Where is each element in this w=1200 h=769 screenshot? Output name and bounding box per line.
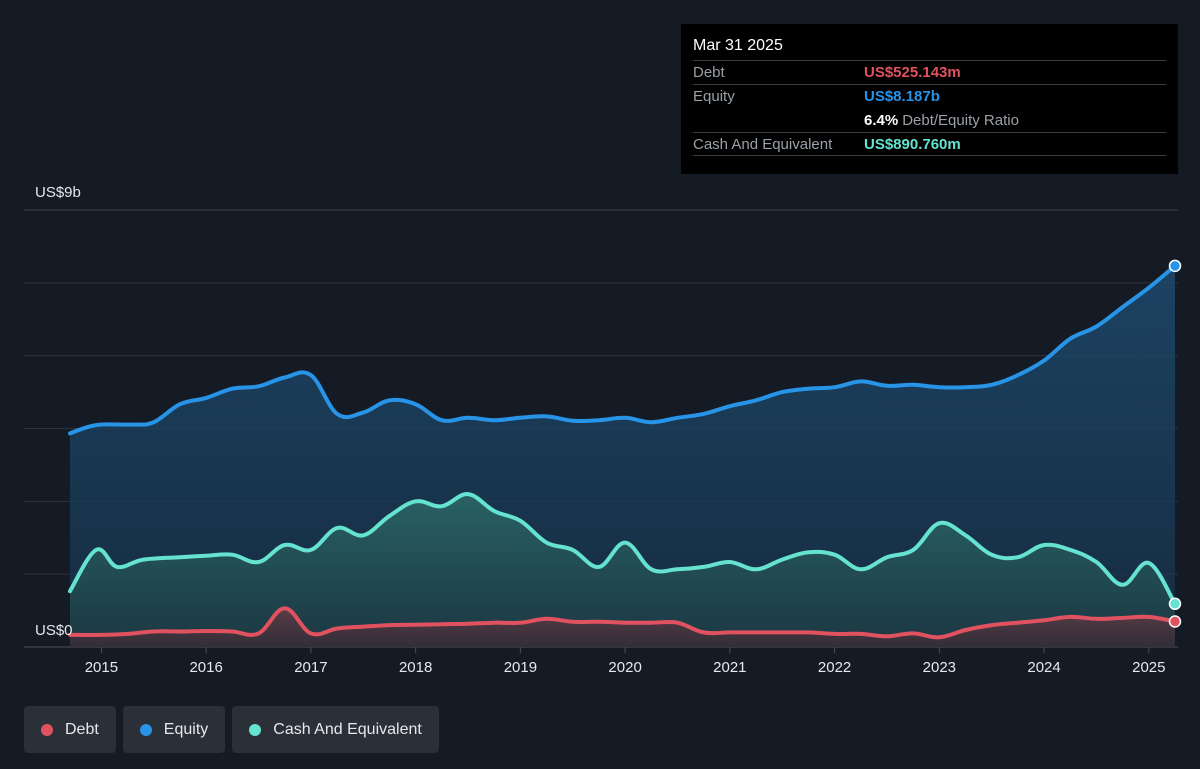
legend-cash-label: Cash And Equivalent — [273, 720, 422, 738]
x-tick-label: 2020 — [608, 659, 641, 676]
tooltip-equity-row: Equity US$8.187b — [693, 84, 1166, 108]
x-tick-label: 2015 — [85, 659, 118, 676]
debt-area — [70, 608, 1175, 647]
x-tick-label: 2022 — [818, 659, 851, 676]
equity-line — [68, 263, 1177, 436]
tooltip-ratio-row: 6.4% Debt/Equity Ratio — [693, 108, 1166, 132]
legend-equity-label: Equity — [163, 720, 209, 738]
cash-area — [70, 494, 1175, 647]
cash-end-marker — [1168, 597, 1182, 611]
legend-item-cash[interactable]: Cash And Equivalent — [232, 706, 439, 753]
tooltip-debt-row: Debt US$525.143m — [693, 60, 1166, 84]
x-tick-label: 2018 — [399, 659, 432, 676]
legend-debt-label: Debt — [65, 720, 99, 738]
debt-dot-icon — [41, 723, 53, 736]
tooltip-ratio-value: 6.4% — [864, 111, 899, 129]
tooltip-equity-value: US$8.187b — [864, 88, 940, 105]
tooltip-cash-value: US$890.760m — [864, 135, 961, 153]
equity-dot-icon — [139, 723, 152, 736]
x-axis-ticks: 2015 2016 2017 2018 2019 2020 2021 2022 2023 2024… — [85, 647, 1166, 676]
x-tick-label: 2017 — [294, 659, 327, 676]
cash-line — [68, 492, 1177, 606]
chart-end-markers — [1168, 259, 1182, 628]
tooltip-panel: Mar 31 2025 Debt US$525.143m Equity US$8… — [681, 24, 1178, 174]
tooltip-debt-value: US$525.143m — [864, 64, 961, 81]
chart-lines — [68, 263, 1177, 640]
x-tick-label: 2025 — [1132, 659, 1165, 676]
debt-end-marker — [1168, 615, 1182, 628]
tooltip-debt-label: Debt — [693, 64, 725, 81]
tooltip-ratio-label: Debt/Equity Ratio — [902, 111, 1019, 129]
cash-dot-icon — [249, 723, 262, 736]
chart-legend: Debt Equity Cash And Equivalent — [24, 706, 439, 753]
legend-item-debt[interactable]: Debt — [24, 706, 116, 753]
x-tick-label: 2016 — [189, 659, 222, 676]
y-axis-top-label: US$9b — [35, 184, 81, 201]
tooltip-equity-label: Equity — [693, 88, 735, 105]
y-axis-bottom-label: US$0 — [35, 622, 73, 639]
debt-line — [68, 606, 1177, 640]
x-tick-label: 2021 — [713, 659, 746, 676]
tooltip-cash-label: Cash And Equivalent — [693, 135, 833, 153]
x-tick-label: 2024 — [1027, 659, 1060, 676]
chart-areas — [70, 265, 1175, 647]
tooltip-cash-row: Cash And Equivalent US$890.760m — [693, 132, 1166, 156]
x-tick-label: 2023 — [923, 659, 956, 676]
legend-item-equity[interactable]: Equity — [122, 706, 226, 753]
x-tick-label: 2019 — [504, 659, 537, 676]
tooltip-date: Mar 31 2025 — [693, 37, 783, 54]
equity-end-marker — [1168, 259, 1182, 273]
